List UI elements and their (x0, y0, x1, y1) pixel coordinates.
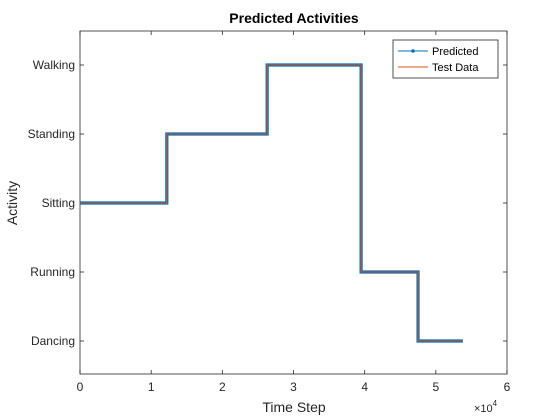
y-tick-label: Sitting (42, 196, 75, 210)
x-tick-label: 2 (219, 380, 226, 394)
series-layer (80, 63, 463, 343)
y-tick-label: Standing (28, 127, 75, 141)
legend-label: Predicted (432, 46, 478, 58)
chart-title: Predicted Activities (229, 10, 359, 26)
x-axis-ticks: 0 1 2 3 4 5 6 (77, 31, 511, 394)
x-tick-label: 1 (148, 380, 155, 394)
legend-marker (411, 49, 415, 53)
x-tick-label: 0 (77, 380, 84, 394)
legend: Predicted Test Data (392, 39, 499, 79)
x-tick-label: 3 (290, 380, 297, 394)
legend-box (392, 39, 499, 79)
legend-label: Test Data (432, 62, 479, 74)
y-tick-label: Dancing (31, 334, 75, 348)
y-axis-ticks: Dancing Running Sitting Standing Walking (28, 58, 507, 348)
y-tick-label: Walking (33, 58, 75, 72)
x-tick-label: 4 (361, 380, 368, 394)
x-tick-label: 5 (432, 380, 439, 394)
x-exponent-base: ×10 (474, 403, 493, 415)
legend-item: Test Data (398, 62, 479, 74)
x-exponent-power: 4 (493, 399, 498, 408)
y-tick-label: Running (30, 265, 75, 279)
legend-item: Predicted (398, 46, 478, 58)
series-test-data (80, 64, 463, 342)
series-line (80, 64, 463, 342)
x-tick-label: 6 (504, 380, 511, 394)
x-axis-label: Time Step (262, 399, 325, 415)
x-axis-exponent: ×104 (474, 399, 498, 415)
y-axis-label: Activity (4, 181, 20, 225)
